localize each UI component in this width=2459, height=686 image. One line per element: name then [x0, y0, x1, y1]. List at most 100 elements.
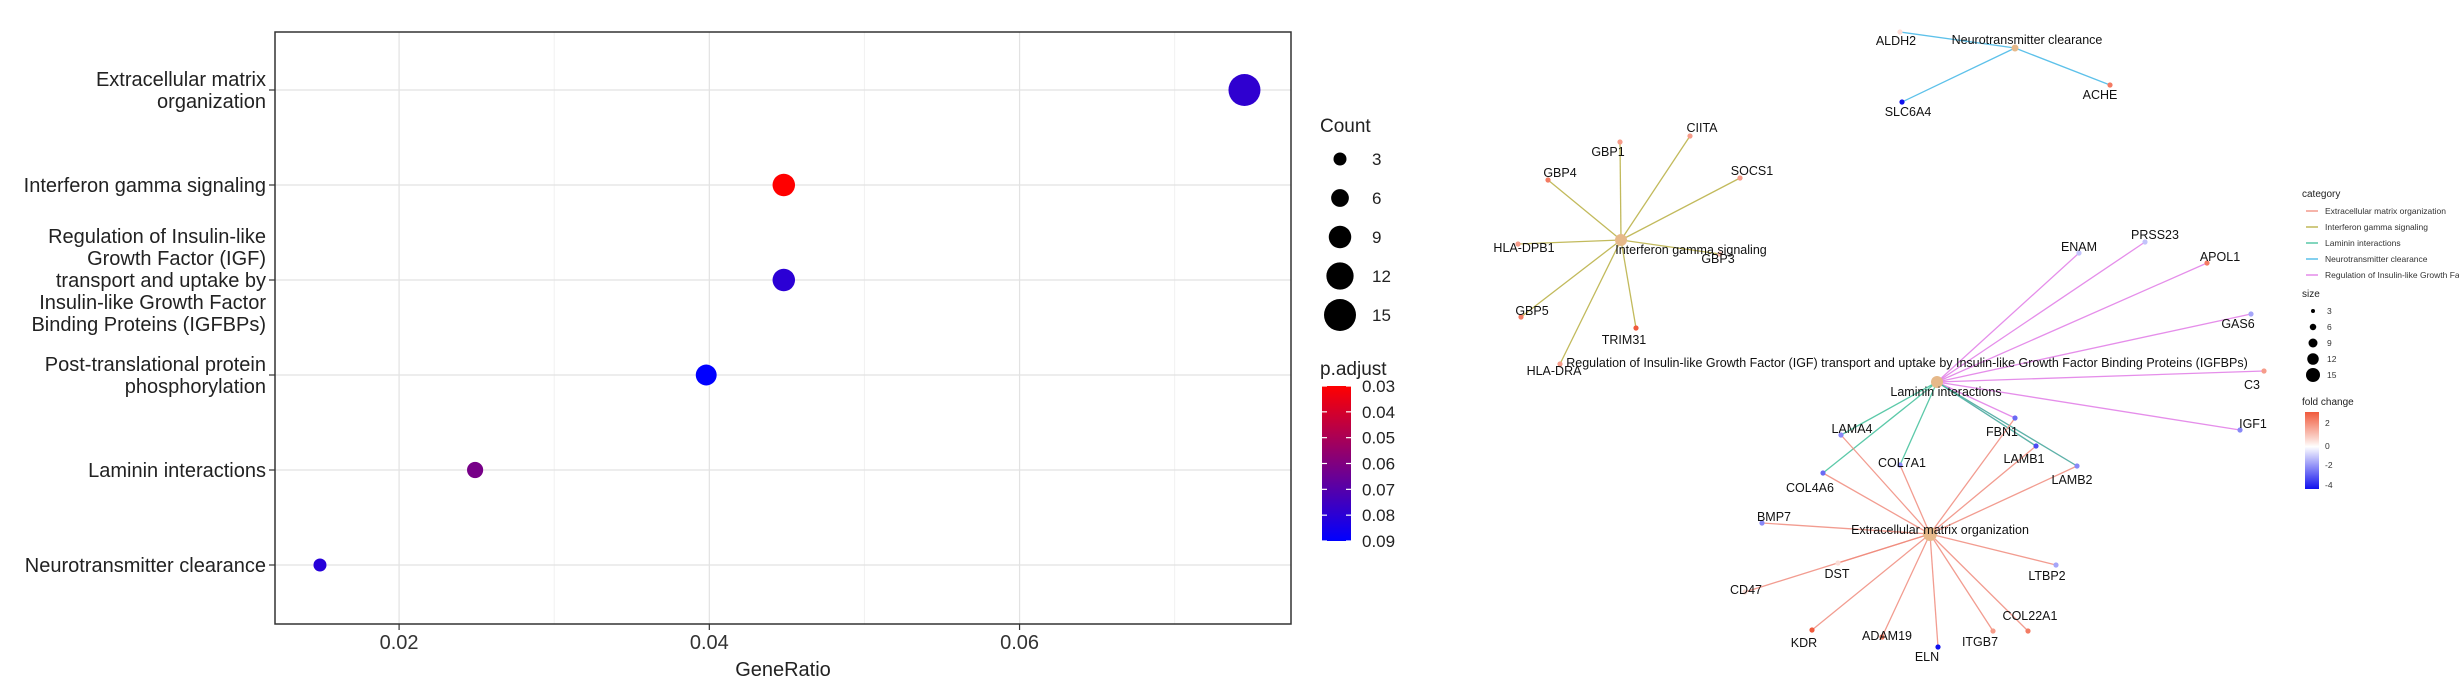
gene-node-label: ITGB7: [1962, 635, 1998, 649]
gene-node: [1617, 139, 1623, 145]
plot-border: [274, 31, 1292, 625]
gene-node-label: SOCS1: [1731, 164, 1773, 178]
gene-node: [1742, 589, 1748, 595]
gene-node-label: COL22A1: [2003, 609, 2058, 623]
network-edge: [1929, 417, 2016, 535]
gene-node-label: GBP1: [1591, 145, 1624, 159]
network-edge: [1840, 381, 1938, 436]
fold-change-tick-label: 0: [2325, 441, 2330, 451]
category-node-label: Neurotransmitter clearance: [1952, 33, 2103, 47]
gene-node: [1835, 560, 1841, 566]
gene-node-label: TRIM31: [1602, 333, 1647, 347]
count-legend-title: Count: [1320, 116, 1371, 137]
gene-node: [1759, 520, 1765, 526]
p-adjust-tick-label: 0.06: [1362, 455, 1395, 474]
gene-node: [1809, 627, 1815, 633]
gene-node-label: ADAM19: [1862, 629, 1912, 643]
gene-node: [1990, 628, 1996, 634]
network-edge: [1901, 47, 2016, 103]
network-edge: [1620, 135, 1691, 241]
gene-node: [2107, 82, 2113, 88]
network-edge: [1881, 533, 1931, 638]
dot-plot: Extracellular matrix organization Interfer…: [24, 31, 1395, 681]
data-point: [467, 461, 484, 479]
data-point: [695, 364, 717, 386]
category-node: [1923, 527, 1937, 541]
gene-node-label: GAS6: [2221, 317, 2254, 331]
gene-node-label: COL7A1: [1878, 456, 1926, 470]
size-legend-label: 12: [2327, 354, 2337, 364]
count-legend-label: 9: [1372, 228, 1381, 247]
count-legend-key: [1331, 189, 1349, 207]
network-labels: Extracellular matrix organization Interfe…: [1493, 33, 2267, 664]
gene-node-label: IGF1: [2239, 417, 2267, 431]
network-edge: [1761, 522, 1931, 535]
network-edge: [1936, 241, 2146, 383]
y-axis-labels: Extracellular matrix organization Interfer…: [24, 69, 275, 577]
category-legend-label: Regulation of Insulin-like Growth Fac: [2325, 270, 2459, 280]
network-edge: [1899, 381, 1938, 466]
gene-node: [1935, 644, 1941, 650]
gene-node-label: DST: [1825, 567, 1850, 581]
size-legend-key: [2308, 338, 2318, 348]
gene-node-label: HLA-DPB1: [1493, 241, 1554, 255]
count-legend: Count 3 6 9 12 15: [1320, 116, 1391, 331]
y-tick-label: Laminin interactions: [88, 460, 266, 482]
category-node: [1931, 376, 1943, 388]
data-points: [313, 74, 1261, 572]
x-axis-title: GeneRatio: [735, 659, 831, 681]
gene-node-label: ACHE: [2083, 88, 2118, 102]
count-legend-key: [1333, 152, 1347, 166]
category-legend-label: Interferon gamma signaling: [2325, 222, 2428, 232]
gene-node-label: LTBP2: [2028, 569, 2065, 583]
gene-node: [1518, 314, 1524, 320]
category-legend-label: Extracellular matrix organization: [2325, 206, 2446, 216]
gene-node: [1515, 241, 1521, 247]
p-adjust-legend: p.adjust 0.03 0.04 0.05 0.06 0.07 0.08 0.09: [1320, 359, 1395, 551]
gene-node: [2074, 463, 2080, 469]
network-edge: [1822, 381, 1938, 474]
network-edge: [1547, 179, 1622, 241]
size-legend-title: size: [2302, 289, 2320, 300]
network-edge: [1929, 533, 1994, 632]
category-legend-label: Neurotransmitter clearance: [2325, 254, 2428, 264]
gene-node: [2033, 443, 2039, 449]
network-edge: [1936, 370, 2265, 383]
network-legend: category size fold change Extracellular …: [2302, 189, 2459, 490]
gene-node: [1879, 634, 1885, 640]
gene-node: [1897, 462, 1903, 468]
category-node: [2011, 44, 2019, 52]
x-tick-label: 0.04: [690, 632, 729, 654]
gene-node: [1557, 361, 1563, 367]
network-edge: [1559, 239, 1622, 365]
p-adjust-tick-label: 0.04: [1362, 403, 1395, 422]
gene-node: [2025, 628, 2031, 634]
category-legend-title: category: [2302, 189, 2340, 200]
network-edge: [1929, 533, 1939, 648]
network-edge: [2014, 47, 2111, 86]
network-edge: [1620, 177, 1741, 241]
gene-node: [2248, 311, 2254, 317]
gene-node: [2261, 368, 2267, 374]
gene-node-label: COL4A6: [1786, 481, 1834, 495]
network-edge: [1822, 472, 1931, 535]
count-legend-label: 15: [1372, 306, 1391, 325]
size-legend-key: [2307, 353, 2319, 365]
network-edge: [1936, 381, 2037, 447]
gene-node: [2053, 562, 2059, 568]
gene-node: [1633, 325, 1639, 331]
count-legend-label: 6: [1372, 189, 1381, 208]
size-legend-label: 6: [2327, 322, 2332, 332]
gene-node-label: PRSS23: [2131, 228, 2179, 242]
x-axis-ticks: 0.02 0.04 0.06: [380, 624, 1039, 654]
size-legend-label: 15: [2327, 370, 2337, 380]
gene-node: [2076, 250, 2082, 256]
size-legend-key: [2306, 368, 2320, 382]
network-edge: [1936, 313, 2252, 383]
gene-node-label: SLC6A4: [1885, 105, 1932, 119]
plot-panel: [275, 32, 1291, 624]
data-point: [772, 173, 796, 197]
p-adjust-tick-label: 0.05: [1362, 429, 1395, 448]
network-edge: [1936, 262, 2208, 383]
